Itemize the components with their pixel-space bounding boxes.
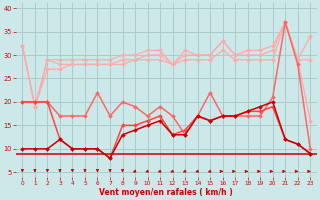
X-axis label: Vent moyen/en rafales ( km/h ): Vent moyen/en rafales ( km/h )	[100, 188, 233, 197]
